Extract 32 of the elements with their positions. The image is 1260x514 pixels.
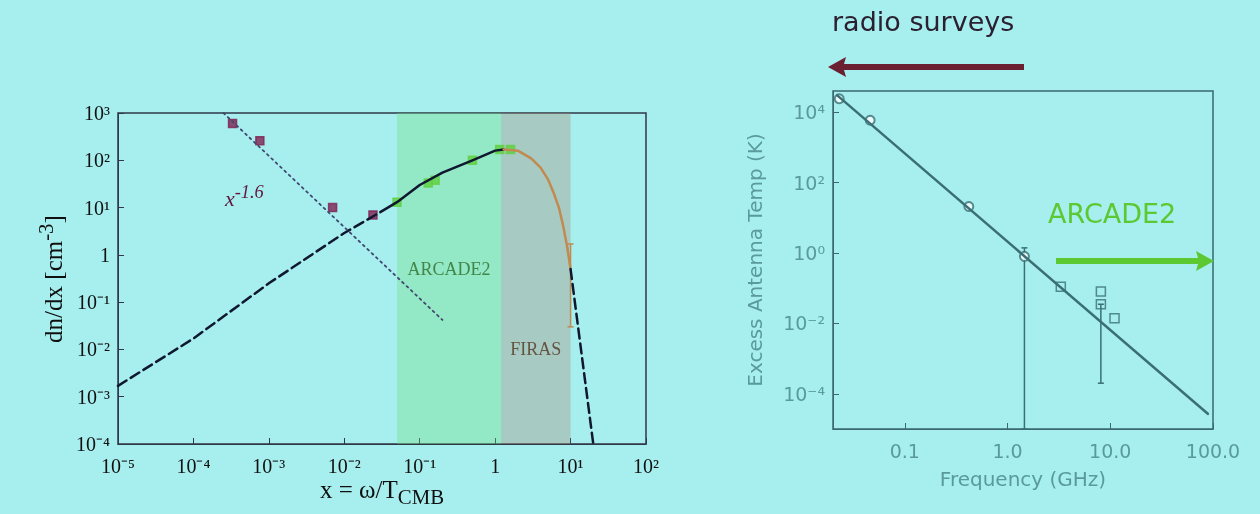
y-tick-label: 10⁻⁴ — [783, 382, 826, 405]
y-tick-label: 10² — [793, 171, 825, 194]
x-tick-label: 1.0 — [992, 439, 1023, 462]
band-label: ARCADE2 — [407, 258, 491, 279]
x-tick-label: 10⁻⁴ — [176, 455, 211, 477]
y-tick-label: 10⁻¹ — [77, 291, 110, 314]
annotation: ARCADE2 — [1048, 198, 1177, 229]
y-tick-label: 1 — [100, 243, 110, 266]
text: radio surveys — [832, 6, 1015, 37]
x-tick-label: 100.0 — [1185, 439, 1241, 462]
x-tick-label: 0.1 — [889, 439, 920, 462]
x-tick-label: 10⁻² — [327, 455, 361, 477]
y-tick-label: 10⁴ — [793, 101, 826, 124]
band-label: FIRAS — [510, 338, 562, 359]
x-tick-label: 10² — [633, 455, 659, 477]
y-tick-label: 10³ — [84, 102, 110, 124]
annotation: x$^{-1.6}$ — [225, 182, 264, 213]
y-tick-label: 10⁻² — [77, 338, 110, 361]
x-tick-label: 10.0 — [1089, 439, 1132, 462]
y-tick-label: 10¹ — [84, 196, 110, 219]
x-tick-label: 1 — [490, 455, 501, 477]
x-tick-label: 10⁻¹ — [403, 455, 437, 477]
x-axis-title: Frequency (GHz) — [938, 467, 1108, 491]
x-tick-label: 10⁻³ — [252, 455, 286, 477]
y-tick-label: 10² — [84, 149, 110, 172]
x-axis-title: x = ω/T$_{CMB}$ — [318, 476, 446, 510]
x-tick-label: 10⁻⁵ — [101, 455, 135, 477]
y-tick-label: 10⁻² — [783, 312, 825, 335]
y-tick-label: 10⁻³ — [77, 385, 110, 408]
x-tick-label: 10¹ — [557, 455, 584, 477]
y-axis-title: Excess Antenna Temp (K) — [742, 132, 768, 389]
y-tick-label: 10⁰ — [793, 242, 825, 264]
